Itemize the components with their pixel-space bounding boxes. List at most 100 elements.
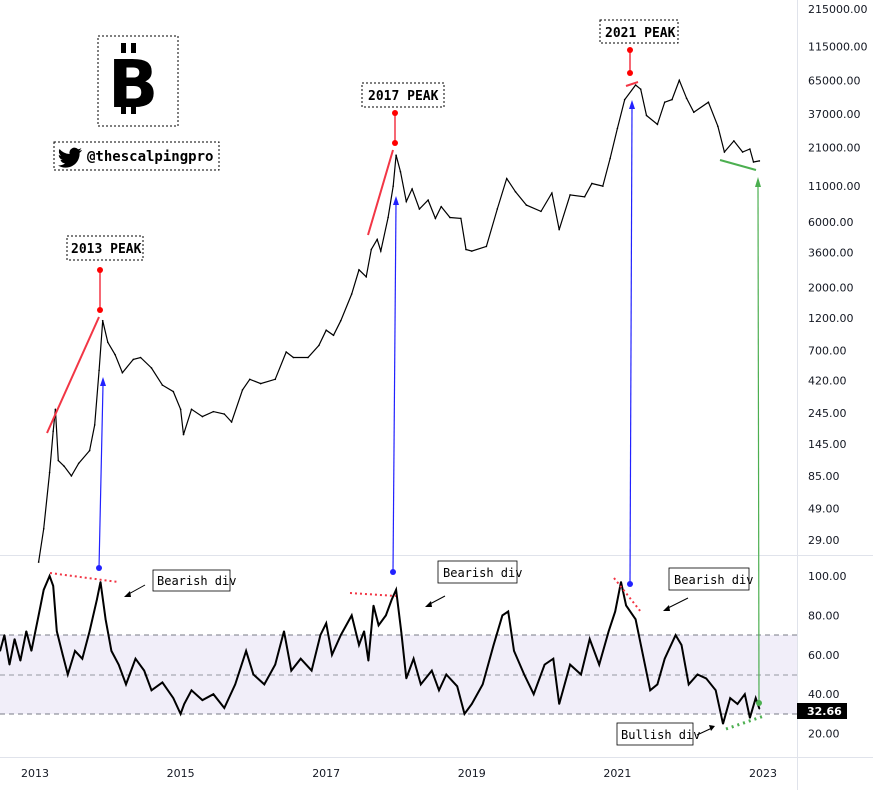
twitter-handle-box xyxy=(53,141,220,171)
price-point xyxy=(48,471,51,474)
rsi-point xyxy=(552,657,555,660)
price-point xyxy=(387,216,389,219)
price-point xyxy=(150,367,153,369)
rsi-point xyxy=(299,657,302,660)
price-point xyxy=(101,319,104,322)
rsi-point xyxy=(412,657,415,660)
rsi-point xyxy=(674,634,677,636)
price-point xyxy=(318,344,320,347)
price-tick-label: 420.00 xyxy=(808,375,847,388)
rsi-point xyxy=(143,669,145,672)
price-point xyxy=(645,114,648,117)
rsi-point xyxy=(190,689,193,692)
price-point xyxy=(70,475,73,477)
price-point xyxy=(749,148,751,150)
logo-box xyxy=(97,35,179,127)
rsi-point xyxy=(445,673,448,676)
rsi-point xyxy=(48,575,51,577)
peak-2021-label: 2021 PEAK xyxy=(605,26,676,41)
peak-2017-label-box xyxy=(361,82,445,108)
bitcoin-logo-icon: B xyxy=(108,43,158,123)
rsi-point xyxy=(758,707,761,710)
rsi-2013-dot xyxy=(96,565,102,571)
rsi-point xyxy=(61,654,64,656)
price-point xyxy=(525,204,528,206)
price-point xyxy=(161,384,164,386)
rsi-point xyxy=(471,703,473,705)
rsi-point xyxy=(744,693,746,695)
price-point xyxy=(190,408,193,411)
price-point xyxy=(639,88,642,90)
price-tick-label: 245.00 xyxy=(808,407,847,420)
peak-2017-label: 2017 PEAK xyxy=(368,89,439,104)
price-point xyxy=(685,97,688,100)
rsi-last-value: 32.66 xyxy=(807,705,842,718)
bearish-div-3-box xyxy=(668,567,750,591)
rsi-tick-label: 100.00 xyxy=(808,570,847,583)
bullish-div-label: Bullish div xyxy=(621,728,700,742)
bearish-div-1-line xyxy=(49,572,119,583)
svg-text:B: B xyxy=(108,46,158,123)
price-point xyxy=(77,462,80,465)
price-point xyxy=(88,449,91,452)
bullish-div-pointer xyxy=(696,727,713,736)
rsi-point xyxy=(558,703,560,705)
rsi-point xyxy=(749,717,751,719)
peak-2013-dot xyxy=(97,307,103,313)
price-point xyxy=(418,208,421,210)
rsi-point xyxy=(319,634,322,636)
rsi-point xyxy=(117,663,120,666)
price-point xyxy=(460,217,462,220)
rsi-series-line xyxy=(0,573,761,725)
price-point xyxy=(411,188,413,190)
rsi-point xyxy=(104,618,107,621)
rsi-point xyxy=(507,610,510,613)
rsi-point xyxy=(223,707,226,709)
rsi-point xyxy=(3,634,6,636)
peak-2013-label-box xyxy=(66,235,144,261)
time-axis[interactable]: 2013 2015 2017 2019 2021 2023 xyxy=(21,767,777,780)
arrow-up-icon xyxy=(629,100,635,109)
price-point xyxy=(733,140,735,142)
price-tick-label: 11000.00 xyxy=(808,180,861,193)
rsi-point xyxy=(569,663,571,666)
price-point xyxy=(182,433,185,436)
bearish-div-1-box xyxy=(152,569,231,592)
price-axis[interactable]: 215000.00 115000.00 65000.00 37000.00 21000.… xyxy=(808,3,868,547)
peak-2017-dot-top xyxy=(392,110,398,116)
bearish-div-2-label: Bearish div xyxy=(443,566,522,580)
price-tick-label: 65000.00 xyxy=(808,74,861,87)
price-point xyxy=(496,208,499,210)
time-tick-label: 2017 xyxy=(312,767,340,780)
price-point xyxy=(212,410,215,413)
rsi-point xyxy=(705,677,708,680)
rsi-point xyxy=(363,630,365,632)
price-point xyxy=(569,194,571,196)
arrow-icon xyxy=(425,601,432,607)
price-tick-label: 21000.00 xyxy=(808,142,861,155)
rsi-point xyxy=(649,689,651,692)
price-point xyxy=(485,245,488,248)
rsi-point xyxy=(99,581,102,583)
price-point xyxy=(54,408,57,411)
rsi-axis[interactable]: 100.00 80.00 60.00 40.00 20.00 xyxy=(808,570,847,741)
peak-2013-trendline xyxy=(46,316,100,434)
rsi-point xyxy=(19,659,22,662)
rsi-point xyxy=(339,634,342,636)
price-point xyxy=(42,527,45,530)
rsi-point xyxy=(13,638,16,640)
peak-2017-blue-arrow xyxy=(392,203,397,573)
price-point xyxy=(376,238,378,241)
price-tick-label: 6000.00 xyxy=(808,216,854,229)
peak-2021-blue-arrow xyxy=(629,107,633,585)
price-point xyxy=(37,561,40,563)
price-point xyxy=(63,465,65,468)
rsi-point xyxy=(680,644,683,646)
price-point xyxy=(201,415,204,418)
bearish-div-2-line xyxy=(349,592,397,597)
rsi-point xyxy=(179,713,182,715)
time-tick-label: 2023 xyxy=(749,767,777,780)
price-point xyxy=(707,101,710,103)
rsi-point xyxy=(543,663,546,666)
